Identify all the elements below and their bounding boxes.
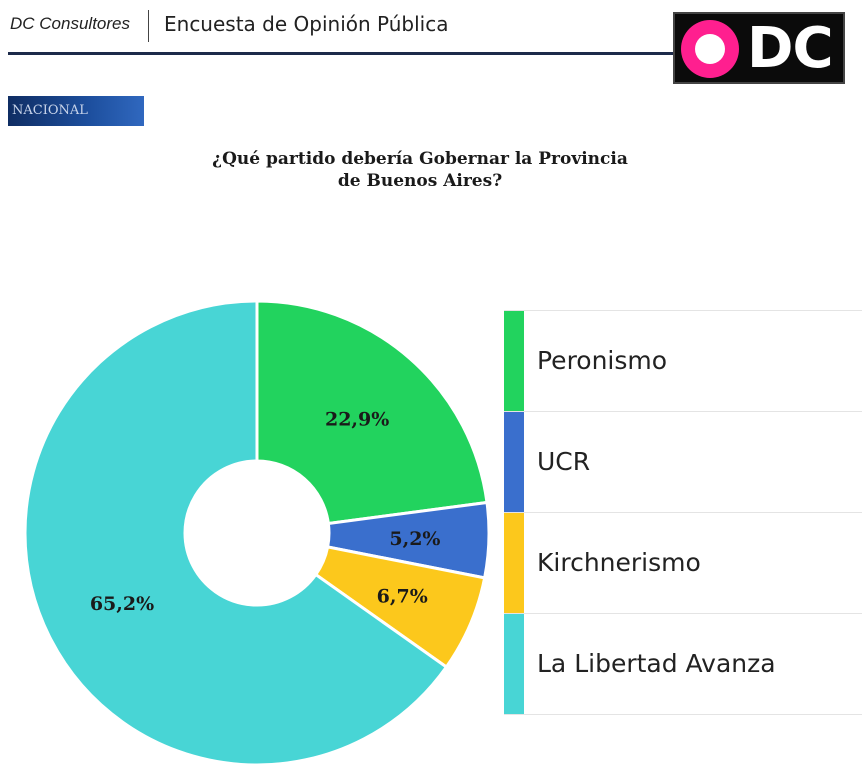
legend-label: Peronismo [537,311,667,411]
question-line-1: ¿Qué partido debería Gobernar la Provinc… [130,148,710,170]
legend-item-ucr: UCR [504,412,862,513]
chart-legend: Peronismo UCR Kirchnerismo La Libertad Avan… [504,310,862,715]
section-badge: NACIONAL [8,96,144,126]
odc-logo: DC [673,12,845,84]
brand-name: DC Consultores [10,14,130,34]
legend-label: UCR [537,412,590,512]
legend-label: Kirchnerismo [537,513,701,613]
legend-swatch [504,513,524,613]
legend-swatch [504,614,524,714]
logo-ring-icon [681,20,739,78]
data-label-ucr: 5,2% [389,528,440,550]
legend-item-kirchnerismo: Kirchnerismo [504,513,862,614]
data-label-peronismo: 22,9% [325,409,389,431]
legend-item-peronismo: Peronismo [504,310,862,412]
donut-chart: 22,9% 5,2% 6,7% 65,2% [0,230,500,770]
chart-question: ¿Qué partido debería Gobernar la Provinc… [130,148,710,192]
header-separator [148,10,149,42]
header: DC Consultores Encuesta de Opinión Públi… [0,0,862,90]
header-rule [8,52,708,55]
question-line-2: de Buenos Aires? [130,170,710,192]
legend-item-la-libertad-avanza: La Libertad Avanza [504,614,862,715]
legend-label: La Libertad Avanza [537,614,776,714]
logo-letters: DC [747,18,833,80]
legend-swatch [504,412,524,512]
report-title: Encuesta de Opinión Pública [164,12,448,36]
data-label-kirchnerismo: 6,7% [377,585,428,607]
data-label-la-libertad-avanza: 65,2% [90,593,154,615]
legend-swatch [504,311,524,411]
